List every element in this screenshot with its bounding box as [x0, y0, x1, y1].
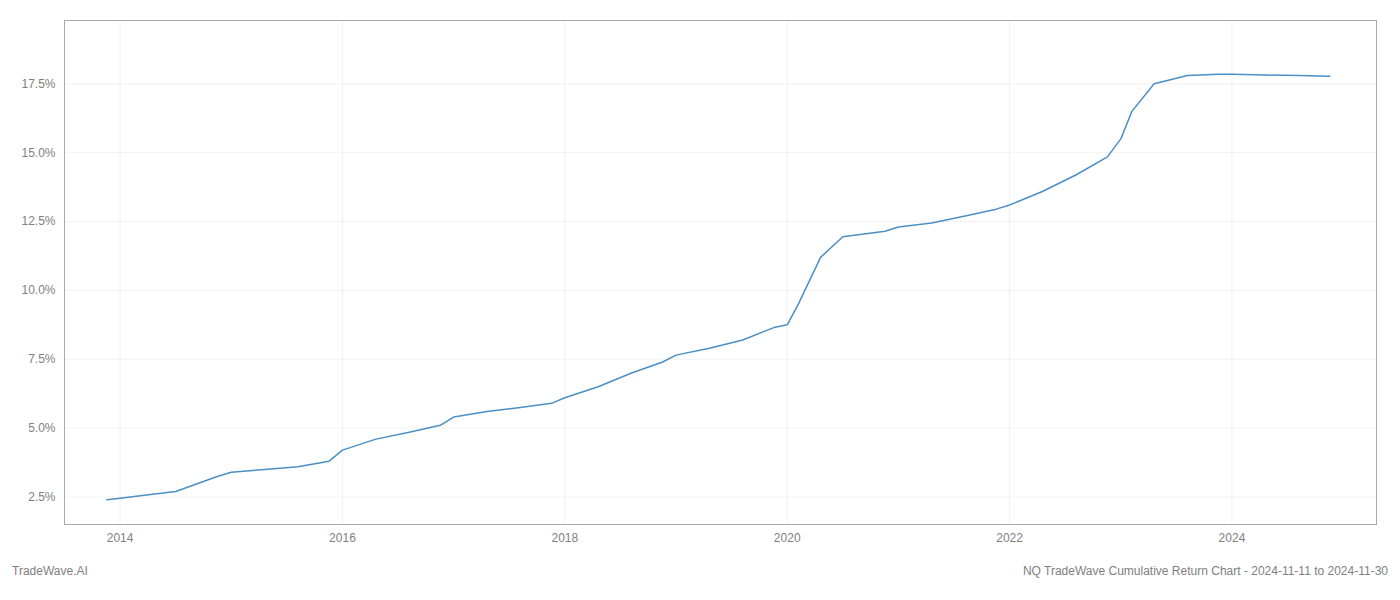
html-text:NQ TradeWave Cumulative Return: NQ TradeWave Cumulative Return Chart - 2… [1022, 564, 1388, 578]
svg-text:5.0%: 5.0% [28, 421, 56, 435]
svg-text:2024: 2024 [1219, 531, 1246, 545]
svg-text:17.5%: 17.5% [21, 77, 55, 91]
svg-text:10.0%: 10.0% [21, 283, 55, 297]
svg-text:7.5%: 7.5% [28, 352, 56, 366]
svg-text:2020: 2020 [774, 531, 801, 545]
svg-text:2022: 2022 [996, 531, 1023, 545]
svg-text:2016: 2016 [329, 531, 356, 545]
svg-text:2.5%: 2.5% [28, 490, 56, 504]
svg-text:2014: 2014 [107, 531, 134, 545]
svg-text:15.0%: 15.0% [21, 146, 55, 160]
svg-text:12.5%: 12.5% [21, 214, 55, 228]
html-text:TradeWave.AI: TradeWave.AI [12, 564, 88, 578]
svg-text:2018: 2018 [551, 531, 578, 545]
